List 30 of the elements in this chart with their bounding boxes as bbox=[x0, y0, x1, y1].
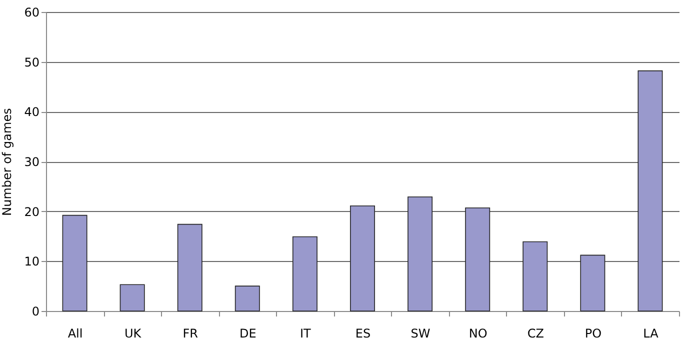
y-tick-label: 0 bbox=[32, 304, 40, 318]
x-tick-label: ES bbox=[355, 326, 371, 340]
y-tick-label: 40 bbox=[24, 105, 40, 120]
bar bbox=[177, 224, 202, 312]
y-tick-label: 60 bbox=[24, 6, 40, 20]
bar bbox=[62, 214, 88, 312]
x-tick-label: FR bbox=[182, 326, 198, 340]
bar bbox=[408, 196, 433, 312]
bar bbox=[522, 241, 548, 312]
bar bbox=[350, 205, 375, 312]
x-tick-label: LA bbox=[643, 326, 660, 340]
y-tick-label: 10 bbox=[24, 254, 40, 269]
x-tick-label: DE bbox=[239, 326, 256, 340]
bar bbox=[580, 254, 606, 312]
x-tick-label: NO bbox=[468, 326, 488, 340]
y-tick-label: 20 bbox=[24, 204, 40, 219]
bar bbox=[638, 70, 663, 312]
x-tick-label: UK bbox=[124, 326, 142, 340]
bar bbox=[292, 236, 318, 312]
bar bbox=[234, 286, 260, 312]
y-tick-label: 50 bbox=[24, 55, 40, 70]
bar bbox=[120, 284, 145, 312]
y-axis-title: Number of games bbox=[0, 108, 14, 216]
x-tick-label: IT bbox=[300, 326, 312, 340]
x-tick-label: SW bbox=[410, 326, 430, 340]
bar bbox=[465, 207, 490, 312]
y-tick-label: 30 bbox=[24, 155, 40, 169]
x-tick-label: PO bbox=[584, 326, 602, 340]
x-tick-label: All bbox=[68, 326, 83, 340]
x-tick-label: CZ bbox=[527, 326, 544, 340]
